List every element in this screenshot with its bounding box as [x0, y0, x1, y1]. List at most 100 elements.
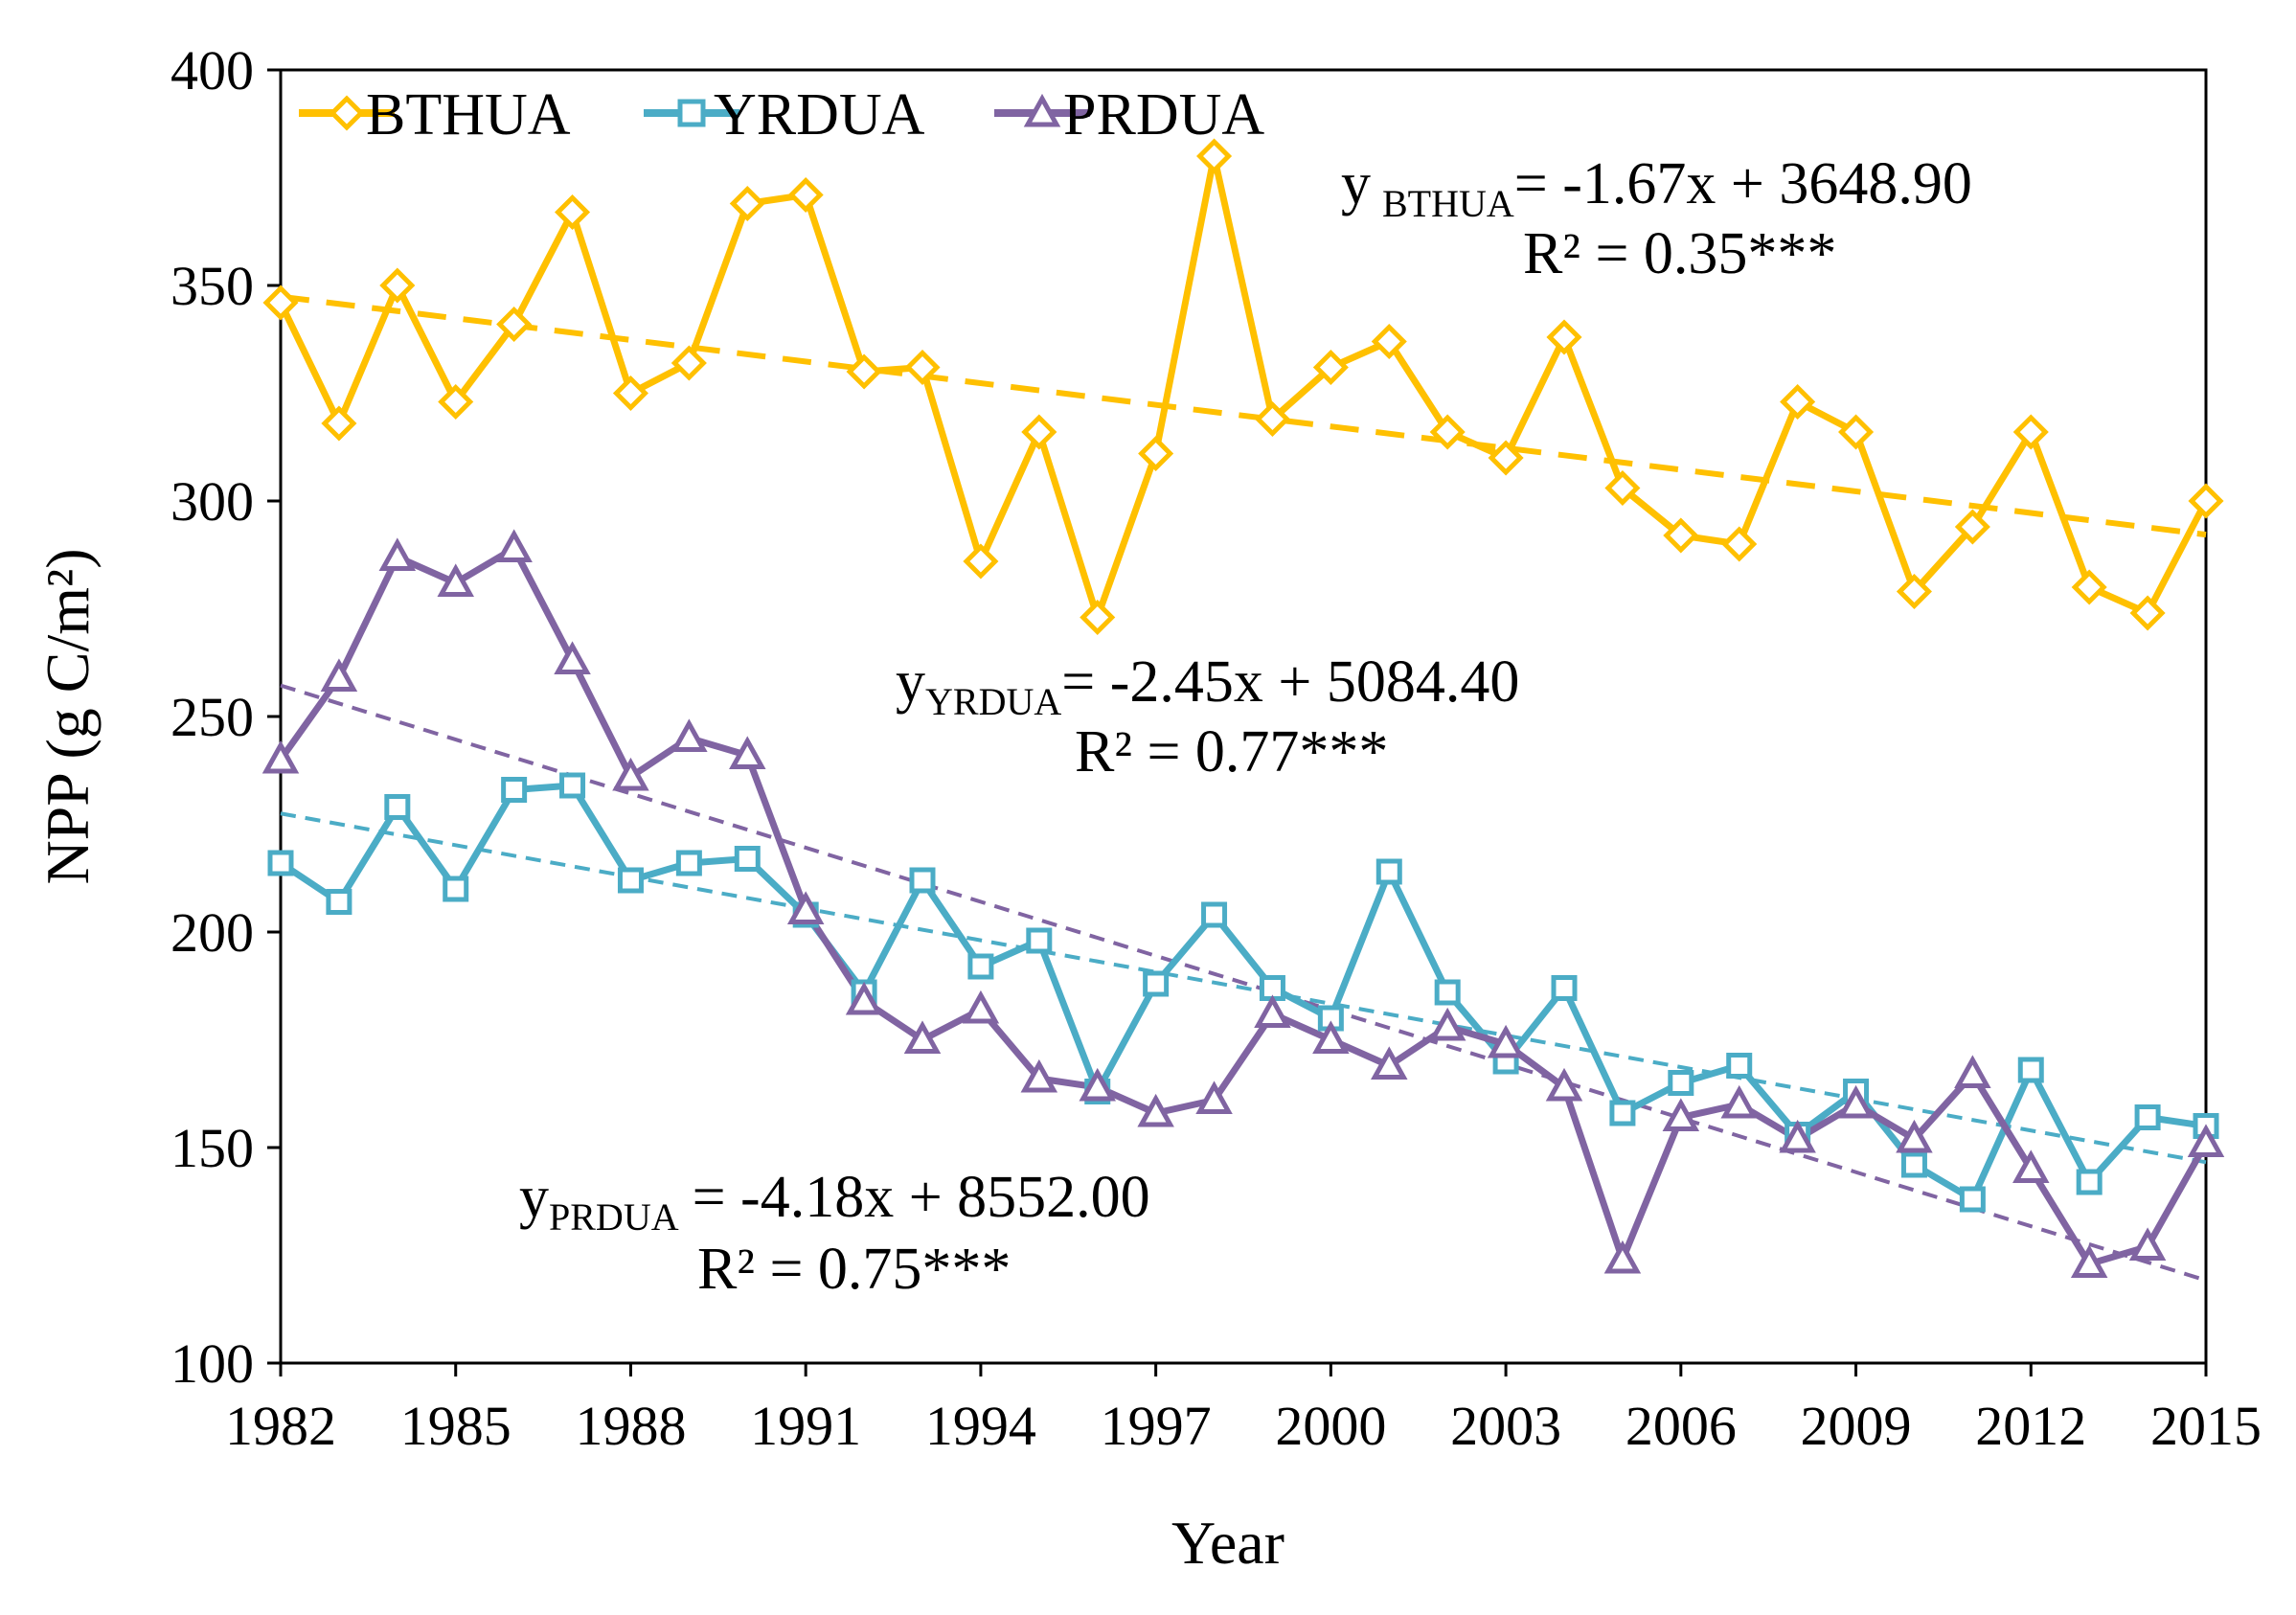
- data-point-bthua: [1196, 138, 1233, 174]
- x-axis-title: Year: [1171, 1509, 1284, 1577]
- data-point-bthua: [496, 306, 533, 343]
- legend-item-prdua: PRDUA: [994, 82, 1264, 148]
- data-point-prdua: [2187, 1124, 2225, 1157]
- data-point-yrdua: [2134, 1104, 2161, 1130]
- data-point-bthua: [612, 375, 648, 412]
- data-point-bthua: [846, 353, 882, 390]
- data-point-bthua: [321, 405, 357, 442]
- data-point-bthua: [1080, 599, 1116, 636]
- data-point-yrdua: [967, 953, 994, 980]
- equation-prdua-r2: R² = 0.75***: [697, 1237, 1011, 1302]
- data-point-yrdua: [267, 850, 294, 876]
- legend-item-yrdua: YRDUA: [644, 82, 925, 148]
- data-point-prdua: [261, 739, 300, 774]
- data-point-bthua: [1371, 323, 1407, 360]
- legend-label-yrdua: YRDUA: [714, 82, 925, 148]
- data-point-prdua: [1779, 1119, 1816, 1153]
- data-point-bthua: [1254, 400, 1290, 438]
- data-point-bthua: [1429, 414, 1466, 450]
- data-point-yrdua: [1726, 1053, 1753, 1079]
- legend: BTHUA YRDUA PRDUA: [299, 82, 1264, 148]
- data-point-yrdua: [2076, 1169, 2103, 1195]
- data-point-yrdua: [443, 876, 469, 902]
- data-point-bthua: [2188, 483, 2224, 519]
- data-point-bthua: [1138, 435, 1174, 472]
- data-point-yrdua: [384, 794, 411, 820]
- equation-prdua-line1: yPRDUA = -4.18x + 8552.00: [519, 1165, 1150, 1239]
- data-point-prdua: [1254, 994, 1291, 1028]
- data-point-prdua: [845, 981, 883, 1015]
- data-point-prdua: [2128, 1227, 2167, 1261]
- data-point-bthua: [555, 193, 591, 231]
- data-point-prdua: [1896, 1119, 1933, 1153]
- data-point-bthua: [1838, 414, 1875, 450]
- y-tick-label: 400: [170, 39, 254, 102]
- data-point-yrdua: [734, 846, 761, 872]
- data-point-prdua: [2070, 1244, 2108, 1278]
- equation-yrdua-r2: R² = 0.77***: [1075, 719, 1388, 785]
- data-point-prdua: [1371, 1046, 1408, 1080]
- data-point-bthua: [1488, 440, 1524, 476]
- y-axis-title: NPP (g C/m²): [34, 548, 102, 884]
- x-tick-label: 1994: [925, 1395, 1036, 1457]
- data-point-prdua: [1720, 1084, 1758, 1119]
- data-point-bthua: [262, 284, 299, 321]
- data-point-bthua: [729, 185, 765, 222]
- trend-lines: [280, 293, 2207, 1283]
- equation-prdua: yPRDUA = -4.18x + 8552.00 R² = 0.75***: [519, 1165, 1150, 1302]
- trend-line-bthua: [280, 293, 2207, 538]
- y-tick-label: 300: [170, 470, 254, 533]
- data-point-bthua: [904, 349, 941, 386]
- series-markers: [261, 138, 2225, 1278]
- x-tick-label: 1991: [750, 1395, 861, 1457]
- data-point-bthua: [963, 543, 999, 580]
- data-point-bthua: [671, 345, 707, 381]
- data-point-yrdua: [2017, 1057, 2044, 1083]
- data-point-bthua: [1780, 383, 1816, 421]
- data-point-yrdua: [909, 867, 936, 894]
- data-point-yrdua: [559, 772, 586, 799]
- x-tick-label: 1985: [400, 1395, 511, 1457]
- data-point-bthua: [787, 176, 824, 214]
- legend-label-prdua: PRDUA: [1063, 82, 1264, 148]
- equation-yrdua-line1: yYRDUA= -2.45x + 5084.40: [896, 649, 1519, 723]
- data-point-prdua: [1137, 1093, 1174, 1127]
- x-tick-label: 2006: [1625, 1395, 1737, 1457]
- data-point-bthua: [2129, 595, 2166, 631]
- x-tick-label: 1988: [575, 1395, 686, 1457]
- data-point-yrdua: [1900, 1151, 1927, 1178]
- data-point-prdua: [378, 537, 417, 571]
- data-point-prdua: [1545, 1067, 1583, 1102]
- data-point-prdua: [320, 658, 358, 692]
- series-line-bthua: [277, 152, 2210, 621]
- data-point-bthua: [379, 267, 416, 304]
- data-point-prdua: [1954, 1055, 1991, 1088]
- legend-diamond-marker: [329, 95, 365, 131]
- data-point-bthua: [2012, 414, 2049, 450]
- data-point-prdua: [554, 641, 591, 674]
- x-axis-ticks: 1982 1985 1988 1991 1994 1997 2000 2003 2006 2009…: [225, 1363, 2262, 1457]
- legend-triangle-marker: [1023, 93, 1061, 127]
- series-line-prdua: [278, 545, 2210, 1267]
- y-tick-label: 350: [170, 255, 254, 317]
- y-tick-label: 200: [170, 901, 254, 964]
- data-point-prdua: [1603, 1240, 1642, 1274]
- series-line-yrdua: [279, 782, 2207, 1203]
- data-point-yrdua: [1609, 1100, 1636, 1126]
- data-point-prdua: [1837, 1084, 1875, 1119]
- x-tick-label: 1982: [225, 1395, 336, 1457]
- y-tick-label: 150: [170, 1117, 254, 1179]
- data-point-bthua: [1721, 526, 1758, 562]
- legend-item-bthua: BTHUA: [299, 82, 571, 148]
- data-point-bthua: [438, 383, 474, 421]
- legend-label-bthua: BTHUA: [366, 82, 571, 148]
- trend-line-prdua: [280, 683, 2207, 1283]
- data-point-prdua: [612, 757, 649, 791]
- data-point-yrdua: [501, 777, 528, 803]
- data-point-yrdua: [1143, 970, 1170, 997]
- x-tick-label: 1997: [1101, 1395, 1212, 1457]
- data-point-bthua: [1312, 349, 1349, 386]
- data-point-yrdua: [1434, 979, 1461, 1006]
